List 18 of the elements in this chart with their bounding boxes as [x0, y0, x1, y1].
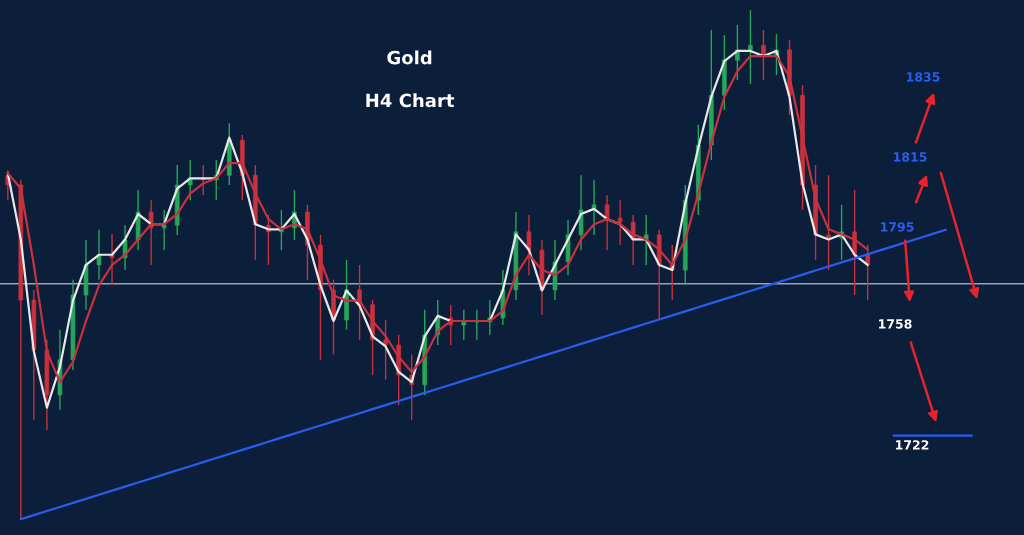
annotation: 1758 [879, 319, 912, 329]
candlestick [526, 214, 532, 276]
candlestick [748, 9, 753, 85]
candlestick [591, 179, 597, 236]
text: H4 Chart [366, 93, 455, 108]
text: Gold [387, 50, 432, 65]
annotation: 1722 [896, 440, 929, 450]
candlestick [161, 209, 167, 251]
annotation: 1815 [894, 152, 927, 162]
candlestick [148, 199, 154, 266]
candlestick [383, 319, 388, 381]
candlestick [617, 199, 623, 246]
annotation: 1835 [907, 72, 940, 82]
candlestick [96, 229, 102, 281]
annotation: 1795 [881, 222, 914, 232]
candlestick [604, 194, 610, 251]
candlestick [461, 309, 467, 341]
candlestick [826, 174, 831, 271]
